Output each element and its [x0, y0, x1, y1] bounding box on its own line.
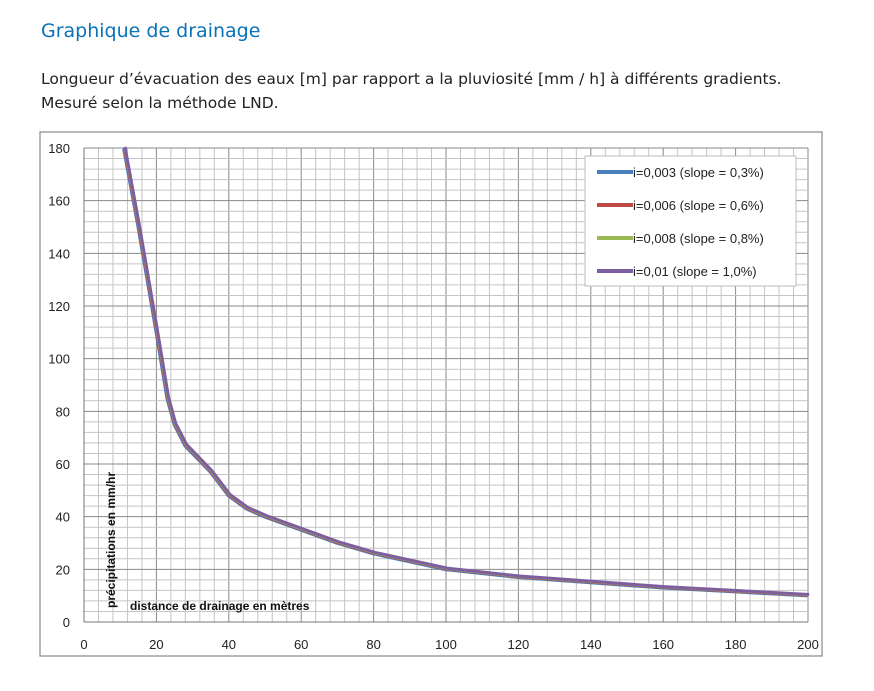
x-tick-label: 40	[222, 637, 236, 652]
x-tick-label: 20	[149, 637, 163, 652]
x-tick-label: 120	[508, 637, 530, 652]
x-tick-label: 180	[725, 637, 747, 652]
subtitle-method: Mesuré selon la méthode LND.	[41, 94, 279, 112]
subtitle: Longueur d’évacuation des eaux [m] par r…	[41, 70, 782, 88]
series-line-4	[123, 146, 810, 596]
y-axis-label: précipitations en mm/hr	[104, 472, 118, 608]
legend-box	[584, 155, 797, 287]
legend-label: i=0,01 (slope = 1,0%)	[633, 264, 757, 279]
y-tick-label: 100	[48, 352, 70, 367]
y-tick-label: 20	[56, 562, 70, 577]
x-tick-label: 80	[366, 637, 380, 652]
y-tick-label: 160	[48, 194, 70, 209]
x-axis-label: distance de drainage en mètres	[130, 599, 310, 613]
x-tick-label: 160	[652, 637, 674, 652]
x-tick-label: 0	[80, 637, 87, 652]
y-tick-label: 60	[56, 457, 70, 472]
y-tick-label: 80	[56, 404, 70, 419]
x-tick-label: 100	[435, 637, 457, 652]
x-tick-label: 200	[797, 637, 819, 652]
x-tick-label: 140	[580, 637, 602, 652]
legend-label: i=0,006 (slope = 0,6%)	[633, 198, 764, 213]
y-tick-label: 180	[48, 141, 70, 156]
legend-label: i=0,008 (slope = 0,8%)	[633, 231, 764, 246]
y-tick-label: 120	[48, 299, 70, 314]
legend-label: i=0,003 (slope = 0,3%)	[633, 165, 764, 180]
y-tick-label: 0	[63, 615, 70, 630]
y-tick-label: 140	[48, 246, 70, 261]
x-tick-label: 60	[294, 637, 308, 652]
y-tick-label: 40	[56, 510, 70, 525]
page-title: Graphique de drainage	[41, 20, 261, 42]
